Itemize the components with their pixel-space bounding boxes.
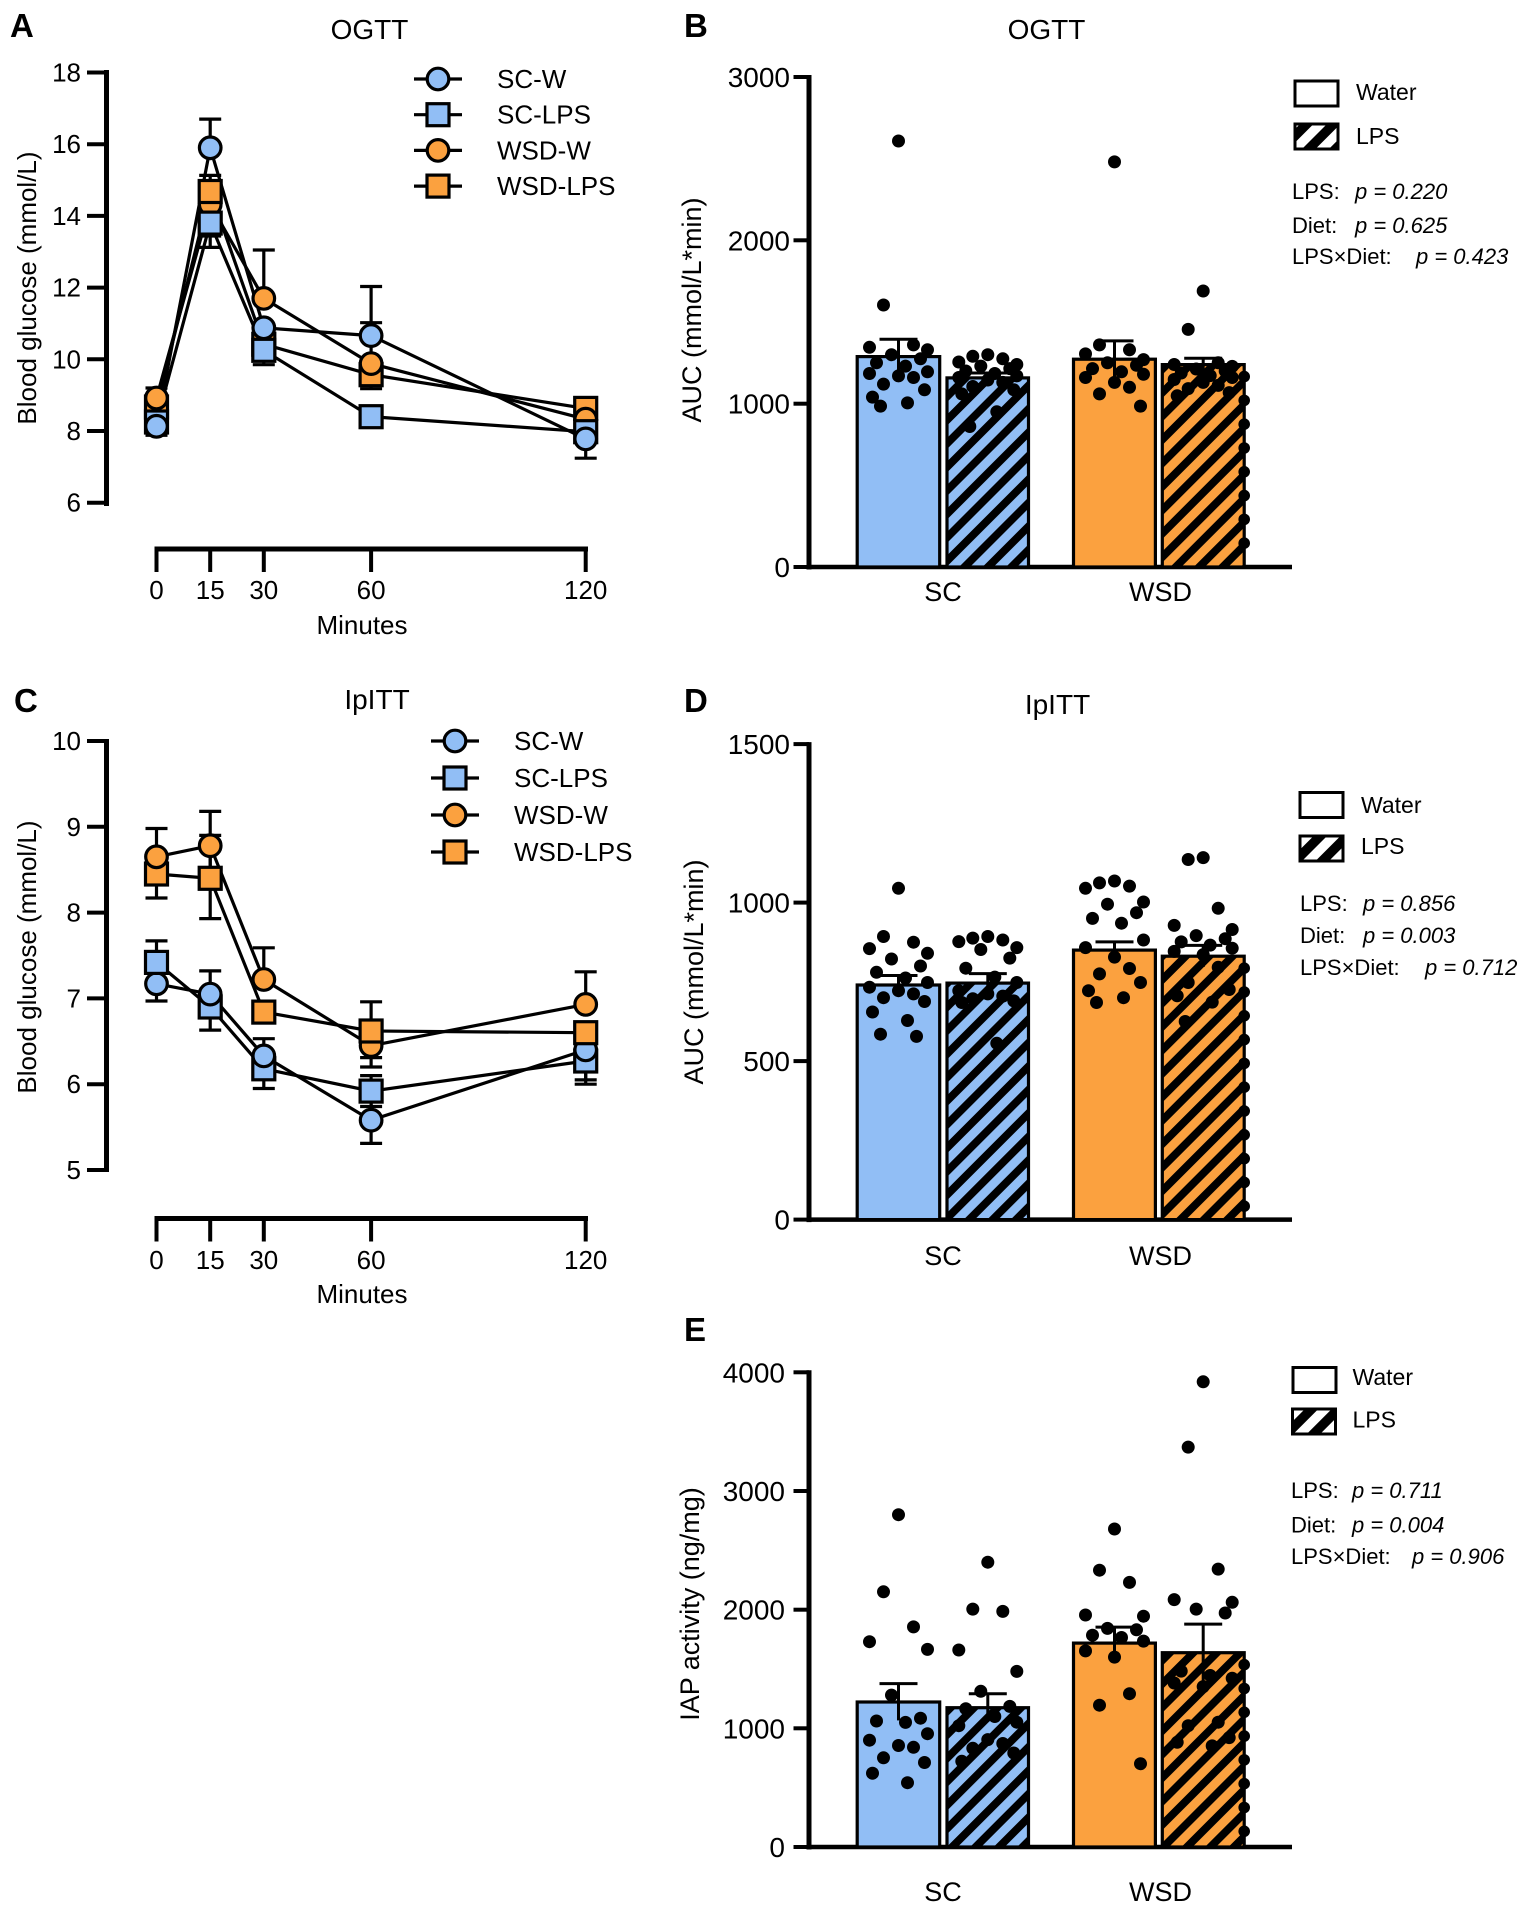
svg-text:SC-W: SC-W <box>497 64 567 94</box>
svg-text:0: 0 <box>149 1245 163 1275</box>
svg-text:LPS×Diet:: LPS×Diet: <box>1291 1544 1391 1569</box>
svg-text:8: 8 <box>67 898 81 928</box>
svg-text:p = 0.711: p = 0.711 <box>1351 1478 1443 1503</box>
svg-text:120: 120 <box>564 1245 607 1275</box>
svg-text:5: 5 <box>67 1155 81 1185</box>
svg-text:Blood glucose (mmol/L): Blood glucose (mmol/L) <box>12 151 42 424</box>
svg-text:p = 0.003: p = 0.003 <box>1362 923 1456 948</box>
svg-text:LPS: LPS <box>1353 1407 1396 1433</box>
svg-text:OGTT: OGTT <box>1008 14 1086 45</box>
svg-text:AUC (mmol/L*min): AUC (mmol/L*min) <box>677 197 707 422</box>
svg-text:2000: 2000 <box>723 1595 785 1626</box>
svg-text:AUC (mmol/L*min): AUC (mmol/L*min) <box>679 859 709 1084</box>
svg-text:2000: 2000 <box>728 225 790 256</box>
svg-text:15: 15 <box>196 575 225 605</box>
svg-text:60: 60 <box>357 575 386 605</box>
svg-text:p = 0.856: p = 0.856 <box>1362 891 1456 916</box>
svg-text:SC-LPS: SC-LPS <box>514 763 608 793</box>
svg-text:SC: SC <box>924 577 962 607</box>
svg-text:120: 120 <box>564 575 607 605</box>
svg-text:3000: 3000 <box>723 1476 785 1507</box>
svg-text:OGTT: OGTT <box>331 14 409 45</box>
svg-text:30: 30 <box>249 1245 278 1275</box>
svg-text:0: 0 <box>149 575 163 605</box>
svg-text:10: 10 <box>52 344 81 374</box>
svg-text:WSD-LPS: WSD-LPS <box>497 171 615 201</box>
svg-text:4000: 4000 <box>723 1357 785 1388</box>
svg-text:Blood glucose (mmol/L): Blood glucose (mmol/L) <box>12 820 42 1093</box>
svg-text:E: E <box>684 1311 706 1348</box>
svg-text:LPS:: LPS: <box>1292 179 1340 204</box>
svg-text:1000: 1000 <box>723 1713 785 1744</box>
svg-text:WSD: WSD <box>1129 1877 1192 1906</box>
svg-text:p = 0.423: p = 0.423 <box>1415 244 1509 269</box>
svg-text:15: 15 <box>196 1245 225 1275</box>
svg-text:SC-W: SC-W <box>514 726 584 756</box>
svg-text:7: 7 <box>67 983 81 1013</box>
svg-text:SC-LPS: SC-LPS <box>497 100 591 130</box>
svg-text:Diet:: Diet: <box>1300 923 1345 948</box>
svg-text:6: 6 <box>67 1069 81 1099</box>
svg-text:10: 10 <box>52 726 81 756</box>
svg-text:Diet:: Diet: <box>1291 1513 1336 1538</box>
svg-text:B: B <box>684 7 708 44</box>
svg-text:1500: 1500 <box>728 729 790 760</box>
svg-text:8: 8 <box>67 416 81 446</box>
svg-text:3000: 3000 <box>728 62 790 93</box>
svg-text:p = 0.004: p = 0.004 <box>1351 1513 1444 1538</box>
svg-text:18: 18 <box>52 58 81 88</box>
svg-text:LPS: LPS <box>1356 123 1399 149</box>
svg-text:WSD: WSD <box>1129 1241 1192 1271</box>
svg-text:IpITT: IpITT <box>344 684 409 715</box>
svg-text:Water: Water <box>1353 1364 1414 1390</box>
svg-text:p = 0.906: p = 0.906 <box>1411 1544 1505 1569</box>
svg-text:Diet:: Diet: <box>1292 213 1337 238</box>
svg-text:Water: Water <box>1361 792 1422 818</box>
svg-text:IAP activity (ng/mg): IAP activity (ng/mg) <box>675 1487 705 1721</box>
svg-text:1000: 1000 <box>728 389 790 420</box>
svg-text:12: 12 <box>52 273 81 303</box>
svg-text:LPS:: LPS: <box>1291 1478 1339 1503</box>
svg-text:IpITT: IpITT <box>1025 689 1090 720</box>
svg-text:30: 30 <box>249 575 278 605</box>
svg-text:LPS: LPS <box>1361 833 1404 859</box>
svg-text:0: 0 <box>774 552 790 583</box>
svg-text:Minutes: Minutes <box>316 610 407 640</box>
svg-text:C: C <box>14 682 38 719</box>
svg-text:1000: 1000 <box>728 888 790 919</box>
svg-text:p = 0.625: p = 0.625 <box>1354 213 1448 238</box>
svg-text:500: 500 <box>743 1046 790 1077</box>
svg-text:14: 14 <box>52 201 81 231</box>
svg-text:p = 0.712: p = 0.712 <box>1424 955 1517 980</box>
svg-text:A: A <box>10 7 34 44</box>
svg-text:60: 60 <box>357 1245 386 1275</box>
svg-text:p = 0.220: p = 0.220 <box>1354 179 1448 204</box>
svg-text:0: 0 <box>769 1832 785 1863</box>
svg-text:D: D <box>684 682 708 719</box>
svg-text:WSD: WSD <box>1129 577 1192 607</box>
svg-text:LPS×Diet:: LPS×Diet: <box>1292 244 1392 269</box>
svg-text:Minutes: Minutes <box>316 1279 407 1309</box>
svg-text:LPS:: LPS: <box>1300 891 1348 916</box>
svg-text:16: 16 <box>52 129 81 159</box>
svg-text:9: 9 <box>67 812 81 842</box>
svg-text:SC: SC <box>924 1877 962 1906</box>
svg-text:LPS×Diet:: LPS×Diet: <box>1300 955 1400 980</box>
svg-text:WSD-W: WSD-W <box>497 135 591 165</box>
svg-text:Water: Water <box>1356 79 1417 105</box>
svg-text:SC: SC <box>924 1241 962 1271</box>
svg-text:WSD-W: WSD-W <box>514 800 608 830</box>
svg-text:6: 6 <box>67 488 81 518</box>
svg-text:0: 0 <box>774 1205 790 1236</box>
svg-text:WSD-LPS: WSD-LPS <box>514 837 632 867</box>
